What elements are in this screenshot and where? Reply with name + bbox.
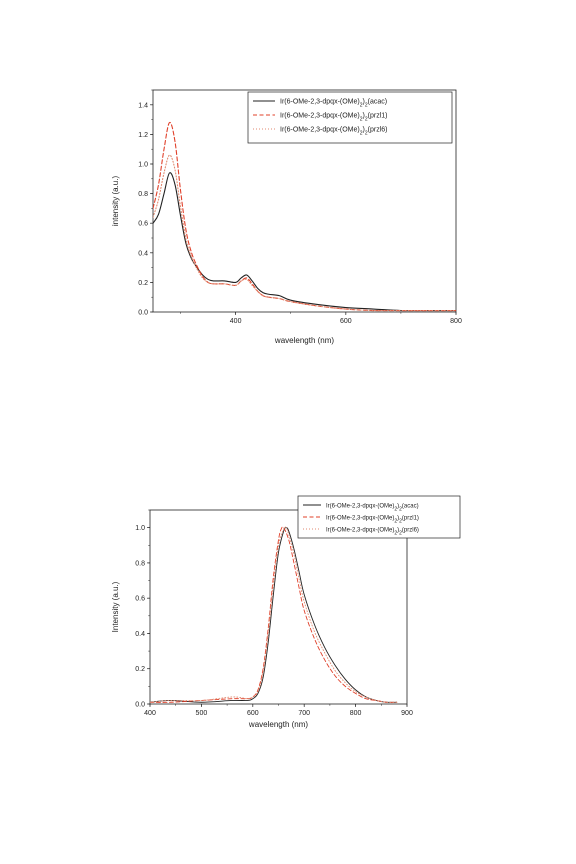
y-tick-label: 0.2 (138, 280, 148, 287)
x-axis-title: wavelength (nm) (274, 336, 334, 345)
legend-text-part: ) (363, 113, 365, 120)
x-tick-label: 500 (196, 710, 208, 717)
legend-box (297, 495, 461, 539)
legend-subscript: 2 (394, 519, 397, 525)
y-tick-label: 0.6 (138, 221, 148, 228)
legend-text-part: Ir(6-OMe-2,3-dpqx-(OMe) (326, 504, 394, 510)
chart-2: 400 500 600 700 800 900 0.0 0.2 0.4 0.6 0.8 1.0 wave… (111, 495, 461, 729)
legend-text-part: ) (397, 528, 399, 534)
legend-text-part: Ir(6-OMe-2,3-dpqx-(OMe) (280, 99, 360, 106)
series-line-1 (150, 527, 398, 703)
legend-subscript: 2 (394, 531, 397, 537)
legend-text-part: Ir(6-OMe-2,3-dpqx-(OMe) (280, 113, 360, 120)
x-tick-label: 800 (450, 318, 462, 325)
y-tick-label: 0.6 (135, 596, 145, 603)
y-tick-label: 0.2 (135, 666, 145, 673)
y-tick-label: 0.4 (138, 250, 148, 257)
x-tick-label: 900 (401, 710, 413, 717)
plot-frame (149, 509, 408, 705)
legend-subscript: 2 (365, 103, 368, 109)
series-line-3 (150, 526, 398, 703)
legend-text-part: ) (397, 516, 399, 522)
legend-text-part: ) (397, 504, 399, 510)
legend-text-part: (przl6) (402, 528, 419, 534)
chart-1: 400 600 800 0.0 0.2 0.4 0.6 0.8 1.0 1.2 1.4 wavelen… (111, 89, 462, 345)
y-tick-label: 1.0 (138, 162, 148, 169)
legend-label-1: Ir(6-OMe-2,3-dpqx-(OMe)2)2(acac) (280, 99, 387, 109)
legend-subscript: 2 (365, 131, 368, 137)
legend: Ir(6-OMe-2,3-dpqx-(OMe)2)2(acac)Ir(6-OMe… (247, 91, 453, 144)
legend-label-1: Ir(6-OMe-2,3-dpqx-(OMe)2)2(acac) (326, 504, 419, 513)
y-tick-label: 0.8 (135, 560, 145, 567)
legend-label-3: Ir(6-OMe-2,3-dpqx-(OMe)2)2(przl6) (326, 528, 419, 537)
y-tick-label: 0.0 (135, 702, 145, 709)
legend-subscript: 2 (360, 117, 363, 123)
legend-text-part: ) (363, 99, 365, 106)
series-line-2 (153, 122, 456, 312)
y-tick-label: 0.0 (138, 310, 148, 317)
legend-box (247, 91, 453, 144)
legend-subscript: 2 (365, 117, 368, 123)
legend-text-part: Ir(6-OMe-2,3-dpqx-(OMe) (280, 127, 360, 134)
series-line-3 (153, 154, 456, 312)
legend-subscript: 2 (399, 519, 402, 525)
x-tick-label: 700 (298, 710, 310, 717)
x-axis-title: wavelength (nm) (248, 720, 308, 729)
legend-text-part: Ir(6-OMe-2,3-dpqx-(OMe) (326, 528, 394, 534)
legend-text-part: (przl1) (402, 516, 419, 522)
y-tick-label: 0.4 (135, 631, 145, 638)
legend-label-2: Ir(6-OMe-2,3-dpqx-(OMe)2)2(przl1) (326, 516, 419, 525)
legend-text-part: (przl6) (368, 127, 388, 134)
x-tick-label: 600 (340, 318, 352, 325)
legend: Ir(6-OMe-2,3-dpqx-(OMe)2)2(acac)Ir(6-OMe… (297, 495, 461, 539)
series-line-1 (153, 172, 456, 312)
legend-text-part: (acac) (368, 99, 387, 106)
y-axis-title: Intensity (a.u.) (111, 581, 120, 632)
legend-label-3: Ir(6-OMe-2,3-dpqx-(OMe)2)2(przl6) (280, 127, 387, 137)
y-tick-label: 0.8 (138, 191, 148, 198)
legend-subscript: 2 (399, 531, 402, 537)
legend-text-part: ) (363, 127, 365, 134)
series-line-2 (150, 526, 398, 703)
y-axis-title: intensity (a.u.) (111, 176, 120, 227)
legend-text-part: (przl1) (368, 113, 388, 120)
legend-subscript: 2 (394, 507, 397, 513)
legend-subscript: 2 (360, 131, 363, 137)
plot-frame (152, 89, 457, 313)
legend-text-part: Ir(6-OMe-2,3-dpqx-(OMe) (326, 516, 394, 522)
x-tick-label: 400 (230, 318, 242, 325)
x-tick-label: 400 (144, 710, 156, 717)
y-tick-label: 1.0 (135, 525, 145, 532)
legend-subscript: 2 (399, 507, 402, 513)
y-tick-label: 1.4 (138, 102, 148, 109)
legend-label-2: Ir(6-OMe-2,3-dpqx-(OMe)2)2(przl1) (280, 113, 387, 123)
x-tick-label: 600 (247, 710, 259, 717)
x-tick-label: 800 (350, 710, 362, 717)
legend-subscript: 2 (360, 103, 363, 109)
legend-text-part: (acac) (402, 504, 419, 510)
y-tick-label: 1.2 (138, 132, 148, 139)
